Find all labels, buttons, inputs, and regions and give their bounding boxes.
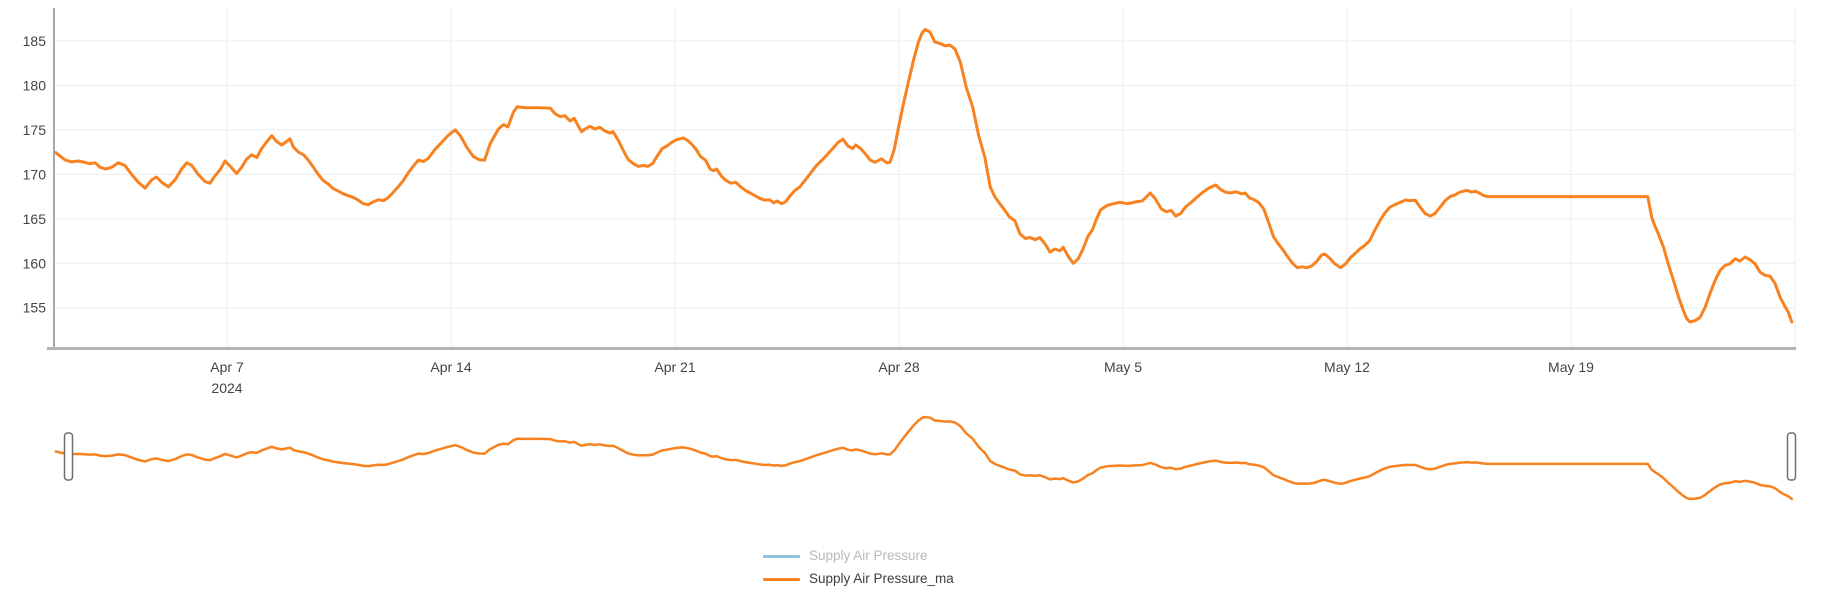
y-tick-label: 160 <box>23 255 47 271</box>
x-tick-label: May 19 <box>1548 359 1594 375</box>
x-tick-label: Apr 14 <box>430 359 471 375</box>
x-tick-label: May 5 <box>1104 359 1142 375</box>
x-tick-label: Apr 7 <box>210 359 244 375</box>
x-tick-label: Apr 28 <box>878 359 919 375</box>
y-tick-label: 175 <box>23 122 47 138</box>
y-tick-label: 155 <box>23 300 47 316</box>
legend-swatch-supply-air-pressure-ma-icon <box>763 577 800 581</box>
legend-swatch-supply-air-pressure-icon <box>763 554 800 558</box>
x-tick-label: May 12 <box>1324 359 1370 375</box>
x-tick-label: Apr 21 <box>654 359 695 375</box>
plot-area[interactable] <box>55 8 1795 347</box>
rangeslider-series-line <box>54 415 1794 501</box>
y-tick-label: 165 <box>23 211 47 227</box>
y-tick-label: 180 <box>23 78 47 94</box>
y-tick-label: 185 <box>23 33 47 49</box>
main-series-line <box>54 27 1794 324</box>
legend-label-supply-air-pressure-ma: Supply Air Pressure_ma <box>809 571 954 586</box>
legend-item-supply-air-pressure[interactable]: Supply Air Pressure <box>763 548 954 564</box>
y-tick-label: 170 <box>23 166 47 182</box>
rangeslider-left-handle[interactable] <box>63 432 74 481</box>
rangeslider-track[interactable] <box>55 412 1795 506</box>
x-tick-year-label: 2024 <box>211 380 242 396</box>
legend-label-supply-air-pressure: Supply Air Pressure <box>809 548 928 563</box>
legend-item-supply-air-pressure-ma[interactable]: Supply Air Pressure_ma <box>763 571 954 587</box>
chart-legend: Supply Air Pressure Supply Air Pressure_… <box>763 548 954 587</box>
rangeslider-right-handle[interactable] <box>1786 432 1797 481</box>
